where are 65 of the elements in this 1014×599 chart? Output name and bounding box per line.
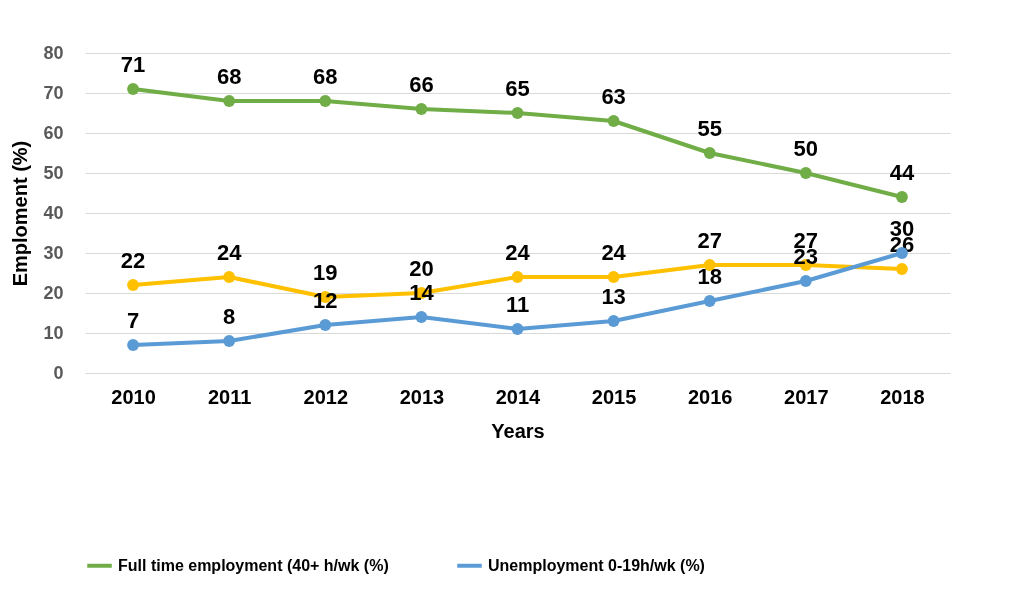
point	[511, 107, 524, 119]
point	[511, 323, 524, 335]
y-tick-label: 40	[43, 202, 64, 223]
x-tick-label: 2018	[880, 385, 925, 408]
point	[415, 311, 428, 323]
data-label: 11	[505, 292, 530, 317]
y-tick-label: 30	[43, 242, 64, 263]
legend-label: Full time employment (40+ h/wk (%)	[118, 556, 389, 574]
point	[607, 315, 620, 327]
y-tick-label: 60	[43, 122, 64, 143]
data-label: 8	[223, 304, 236, 329]
y-tick-label: 80	[43, 42, 64, 63]
y-axis-title: Emploment (%)	[9, 140, 32, 287]
point	[223, 95, 236, 107]
data-label: 44	[889, 160, 915, 185]
y-tick-label: 0	[53, 362, 64, 383]
x-tick-label: 2017	[784, 385, 829, 408]
point	[703, 295, 716, 307]
point	[223, 335, 236, 347]
point	[799, 167, 812, 179]
point	[319, 319, 332, 331]
x-tick-label: 2015	[591, 385, 637, 408]
x-tick-label: 2016	[687, 385, 733, 408]
legend-label: Unemployment 0-19h/wk (%)	[488, 556, 705, 574]
data-label: 63	[601, 84, 626, 109]
y-tick-label: 20	[43, 282, 64, 303]
data-label: 24	[601, 240, 627, 265]
y-tick-label: 70	[43, 82, 64, 103]
data-label: 22	[120, 248, 146, 273]
data-label: 24	[216, 240, 243, 265]
x-tick-label: 2011	[207, 385, 252, 408]
point	[415, 103, 428, 115]
data-label: 19	[313, 260, 338, 285]
y-tick-label: 10	[43, 322, 64, 343]
point	[896, 191, 908, 203]
data-label: 65	[505, 76, 530, 101]
data-label: 18	[697, 264, 722, 289]
data-label: 68	[313, 64, 338, 89]
x-tick-label: 2013	[399, 385, 445, 408]
data-label: 13	[601, 284, 626, 309]
point	[896, 263, 908, 275]
point	[607, 115, 620, 127]
point	[799, 275, 812, 287]
data-label: 55	[697, 116, 722, 141]
point	[223, 271, 236, 283]
point	[703, 147, 716, 159]
point	[319, 95, 332, 107]
point	[127, 339, 139, 351]
data-label: 66	[409, 72, 434, 97]
x-tick-label: 2014	[495, 385, 542, 408]
data-label: 24	[505, 240, 531, 265]
point	[511, 271, 524, 283]
point	[127, 83, 139, 95]
x-tick-label: 2010	[111, 385, 156, 408]
data-label: 20	[409, 256, 434, 281]
point	[607, 271, 620, 283]
point	[127, 279, 139, 291]
x-axis-title: Years	[491, 419, 545, 442]
x-tick-label: 2012	[303, 385, 349, 408]
data-label: 71	[120, 52, 146, 77]
data-label: 7	[126, 308, 140, 333]
data-label: 68	[216, 64, 242, 89]
data-label: 50	[793, 136, 819, 161]
data-label: 27	[697, 228, 722, 253]
y-tick-label: 50	[43, 162, 64, 183]
